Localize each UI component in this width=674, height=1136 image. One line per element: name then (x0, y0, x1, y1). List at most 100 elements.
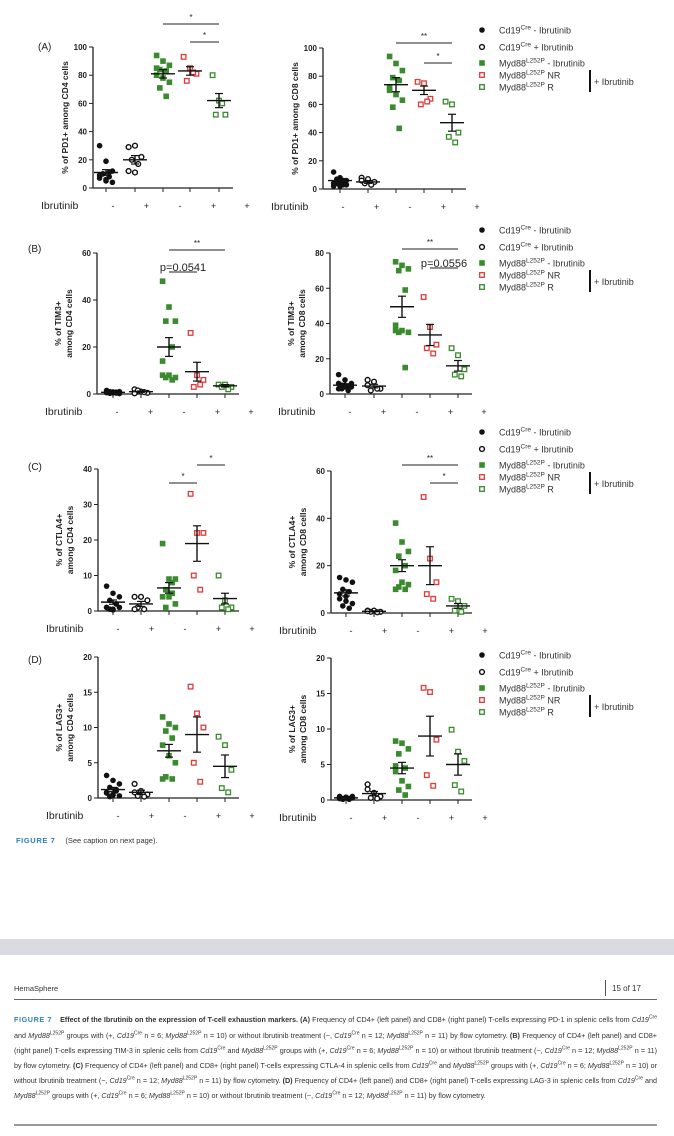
legend-entry: Myd88L252P NR (499, 472, 561, 483)
data-point (159, 358, 166, 364)
data-point (110, 792, 116, 798)
data-point (364, 382, 371, 389)
data-point (386, 84, 393, 91)
y-axis-label: among CD4 cells (65, 693, 75, 762)
x-axis-label: Ibrutinib (279, 812, 317, 824)
y-tick-label: 60 (316, 467, 325, 476)
caption-end-rule (14, 1124, 657, 1126)
y-tick-label: 80 (78, 71, 87, 80)
data-point (163, 604, 169, 611)
caption-segment: Myd88 (452, 1060, 475, 1070)
data-point (402, 364, 408, 371)
caption-segment: Cre (557, 1060, 566, 1067)
data-point (343, 181, 350, 188)
legend-entry: Cd19Cre + Ibrutinib (499, 42, 573, 53)
caption-segment: L252P (263, 1045, 278, 1052)
y-tick-label: 20 (308, 157, 317, 166)
data-point (458, 373, 465, 380)
data-point (349, 579, 356, 586)
data-point (190, 383, 197, 390)
treatment-sign: + (244, 201, 249, 211)
data-point (420, 494, 427, 500)
caption-segment: Cre (428, 1060, 437, 1067)
data-point (427, 689, 433, 696)
data-point (405, 581, 412, 588)
data-point (392, 738, 399, 744)
y-tick-label: 20 (82, 343, 91, 352)
caption-segment: L252P (388, 1090, 403, 1097)
y-tick-label: 40 (83, 465, 92, 474)
legend-entry: Cd19Cre - Ibrutinib (499, 427, 571, 438)
data-point (225, 386, 232, 393)
data-point (420, 294, 427, 301)
caption-segment: n = 10) or without Ibrutinib treatment (… (201, 1030, 335, 1040)
data-point (187, 490, 194, 497)
data-point (197, 381, 204, 388)
legend-bracket-label: + Ibrutinib (594, 702, 634, 712)
caption-segment: Cre (634, 1075, 643, 1082)
legend-entry: Cd19Cre + Ibrutinib (499, 242, 573, 253)
data-point (166, 79, 173, 86)
treatment-sign: + (144, 201, 149, 211)
y-axis-label: % of CTLA4+ (287, 516, 297, 569)
caption-segment: Myd88 (161, 1076, 183, 1086)
data-point (479, 72, 485, 78)
data-point (479, 486, 485, 492)
y-tick-label: 20 (83, 536, 92, 545)
caption-segment: Myd88 (596, 1045, 619, 1055)
data-point (370, 378, 378, 385)
data-point (424, 98, 431, 105)
data-point (392, 327, 399, 334)
data-point (393, 91, 399, 98)
y-axis-label: % of PD1+ among CD4 cells (60, 61, 70, 174)
legend-entry: Myd88L252P NR (499, 270, 561, 281)
caption-segment: and (642, 1076, 658, 1086)
caption-segment: Cd19 (200, 1045, 218, 1055)
data-point (455, 352, 461, 359)
data-point (402, 586, 408, 593)
y-tick-label: 20 (78, 156, 87, 165)
treatment-sign: + (449, 626, 454, 636)
data-point (405, 548, 412, 555)
caption-segment: n = 12; (340, 1091, 367, 1101)
data-point (166, 721, 172, 727)
y-axis-label: % of PD1+ among CD8 cells (290, 62, 300, 175)
data-point (131, 593, 138, 600)
data-point (219, 100, 226, 107)
data-point (396, 584, 402, 590)
y-tick-label: 40 (78, 128, 87, 137)
data-point (125, 144, 132, 151)
caption-segment: Cd19 (631, 1015, 649, 1025)
data-point (166, 372, 172, 378)
treatment-sign: + (382, 813, 387, 823)
significance-label: * (189, 13, 192, 22)
legend-entry: Cd19Cre + Ibrutinib (499, 444, 573, 455)
caption-segment: Cre (332, 1090, 341, 1097)
data-point (169, 776, 175, 782)
data-point (103, 604, 110, 611)
data-point (364, 786, 371, 793)
treatment-sign: + (249, 624, 254, 634)
caption-segment: L252P (609, 1060, 624, 1067)
data-point (421, 80, 427, 87)
caption-figure-number: FIGURE 7 (14, 1015, 53, 1025)
data-point (153, 65, 160, 71)
treatment-sign: - (116, 407, 119, 417)
data-point (451, 371, 458, 378)
y-tick-label: 60 (308, 100, 317, 109)
data-point (336, 794, 343, 800)
caption-segment: Cd19 (544, 1045, 562, 1055)
caption-segment: n = 10) or without Ibrutinib treatment (… (184, 1091, 316, 1101)
data-point (396, 77, 402, 84)
legend-4: Cd19Cre - Ibrutinib Cd19Cre + Ibrutinib My… (478, 650, 634, 718)
caption-segment: n = 11) by flow cytometry. (422, 1030, 510, 1040)
data-point (399, 579, 405, 586)
data-point (479, 429, 485, 435)
legend-entry: Cd19Cre - Ibrutinib (499, 650, 571, 661)
treatment-sign: - (416, 407, 419, 417)
treatment-sign: - (112, 201, 115, 211)
caption-segment: n = 11) by flow cytometry. (197, 1076, 283, 1086)
y-tick-label: 40 (308, 129, 317, 138)
data-point (374, 385, 381, 392)
data-point (479, 709, 485, 715)
